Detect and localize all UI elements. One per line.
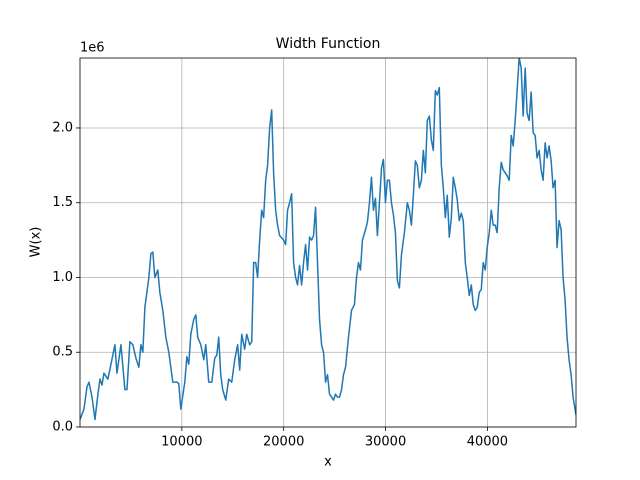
y-tick-label: 0.5 [52,345,73,360]
y-tick-label: 1.0 [52,270,73,285]
y-tick-label: 1.5 [52,195,73,210]
data-line [80,58,576,421]
chart-title: Width Function [276,36,381,52]
y-tick-label: 2.0 [52,120,73,135]
x-tick-label: 30000 [365,435,406,450]
y-tick-label: 0.0 [52,420,73,435]
x-axis-label: x [324,455,332,470]
axes-frame [79,57,577,428]
grid [80,58,576,428]
x-tick-label: 20000 [263,435,304,450]
y-offset-label: 1e6 [80,41,105,56]
x-tick-label: 10000 [161,435,202,450]
plot-area [80,58,576,421]
x-tick-label: 40000 [467,435,508,450]
y-axis-label: W(x) [29,227,44,258]
